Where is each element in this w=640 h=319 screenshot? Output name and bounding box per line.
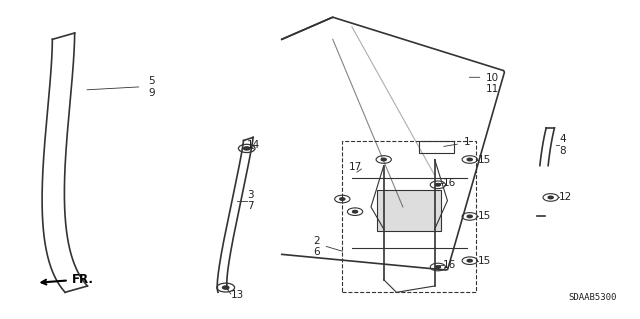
Text: 12: 12 (559, 192, 572, 203)
Circle shape (467, 259, 472, 262)
FancyBboxPatch shape (378, 189, 441, 231)
Circle shape (381, 158, 387, 161)
Circle shape (244, 147, 250, 150)
Text: 15: 15 (478, 154, 492, 165)
Text: FR.: FR. (42, 273, 93, 286)
Text: 14: 14 (246, 140, 260, 150)
Circle shape (353, 211, 358, 213)
Text: 4
8: 4 8 (559, 135, 566, 156)
Circle shape (467, 215, 472, 218)
Text: 3
7: 3 7 (246, 190, 253, 211)
Circle shape (467, 158, 472, 161)
Text: SDAAB5300: SDAAB5300 (568, 293, 616, 301)
Text: 5
9: 5 9 (148, 76, 155, 98)
Circle shape (223, 286, 229, 289)
FancyBboxPatch shape (419, 141, 454, 153)
Text: 10
11: 10 11 (486, 73, 499, 94)
Text: 16: 16 (443, 178, 456, 188)
Circle shape (548, 196, 553, 199)
Text: 2
6: 2 6 (314, 236, 320, 257)
Text: 17: 17 (349, 162, 362, 172)
Text: 15: 15 (478, 211, 492, 221)
Text: 1: 1 (463, 137, 470, 147)
Text: 16: 16 (443, 260, 456, 271)
Circle shape (340, 198, 345, 200)
Text: 15: 15 (478, 256, 492, 266)
Circle shape (435, 266, 440, 268)
Text: 13: 13 (231, 291, 244, 300)
Circle shape (435, 183, 440, 186)
